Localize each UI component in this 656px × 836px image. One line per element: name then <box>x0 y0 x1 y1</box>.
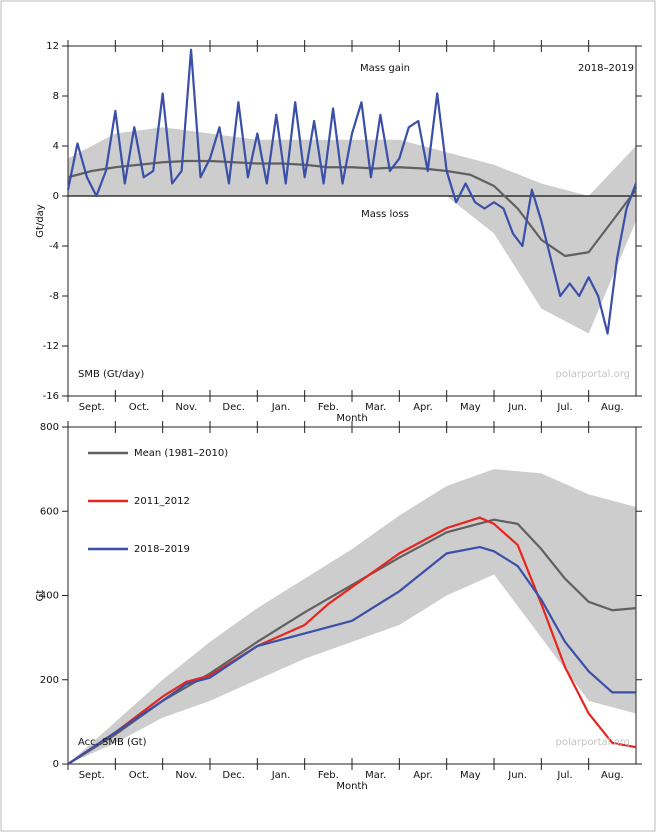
series-line <box>67 159 637 258</box>
x-tick-label: Jul. <box>556 770 572 781</box>
series-line <box>67 516 637 765</box>
x-tick-label: May <box>460 402 481 413</box>
x-tick-label: Feb. <box>318 402 339 413</box>
x-tick-label: Apr. <box>413 402 433 413</box>
y-tick-label: -12 <box>43 341 59 352</box>
panel-label: SMB (Gt/day) <box>78 369 144 380</box>
x-tick-label: Jan. <box>271 770 291 781</box>
x-tick-label: May <box>460 770 481 781</box>
series-line <box>66 48 638 335</box>
x-tick-label: Oct. <box>129 402 149 413</box>
x-axis-label: Month <box>336 413 367 424</box>
x-tick-label: Dec. <box>222 770 245 781</box>
y-tick-label: -8 <box>49 291 59 302</box>
watermark: polarportal.org <box>556 737 630 748</box>
watermark: polarportal.org <box>556 369 630 380</box>
y-tick-label: 600 <box>40 506 59 517</box>
y-tick-label: 8 <box>53 91 59 102</box>
y-tick-label: 0 <box>53 191 59 202</box>
annotation: 2018–2019 <box>578 63 634 74</box>
annotation: Mass loss <box>361 209 409 220</box>
series-line <box>67 518 637 765</box>
x-tick-label: Jul. <box>556 402 572 413</box>
series-line <box>67 545 636 765</box>
y-tick-label: -4 <box>49 241 59 252</box>
legend-label: Mean (1981–2010) <box>134 448 228 459</box>
legend-label: 2018–2019 <box>134 544 190 555</box>
x-tick-label: Aug. <box>601 770 624 781</box>
y-axis-label: Gt/day <box>35 204 46 238</box>
x-tick-label: Dec. <box>222 402 245 413</box>
y-tick-label: 400 <box>40 591 59 602</box>
x-tick-label: Sept. <box>79 402 105 413</box>
y-tick-label: 200 <box>40 675 59 686</box>
x-axis-label: Month <box>336 781 367 792</box>
legend-label: 2011_2012 <box>134 496 190 507</box>
x-tick-label: Aug. <box>601 402 624 413</box>
x-tick-label: Jan. <box>271 402 291 413</box>
y-tick-label: 12 <box>46 41 59 52</box>
x-tick-label: Jun. <box>507 770 527 781</box>
y-tick-label: -16 <box>43 391 59 402</box>
x-tick-label: Jun. <box>507 402 527 413</box>
y-tick-label: 800 <box>40 422 59 433</box>
x-tick-label: Apr. <box>413 770 433 781</box>
panel-label: Acc. SMB (Gt) <box>78 737 147 748</box>
x-tick-label: Nov. <box>175 402 197 413</box>
annotation: Mass gain <box>360 63 410 74</box>
x-tick-label: Nov. <box>175 770 197 781</box>
y-axis-label: Gt <box>35 590 46 602</box>
x-tick-label: Mar. <box>365 770 386 781</box>
x-tick-label: Feb. <box>318 770 339 781</box>
range-band <box>68 469 636 764</box>
x-tick-label: Oct. <box>129 770 149 781</box>
y-tick-label: 4 <box>53 141 59 152</box>
range-band <box>68 127 636 334</box>
y-tick-label: 0 <box>53 759 59 770</box>
x-tick-label: Mar. <box>365 402 386 413</box>
x-tick-label: Sept. <box>79 770 105 781</box>
